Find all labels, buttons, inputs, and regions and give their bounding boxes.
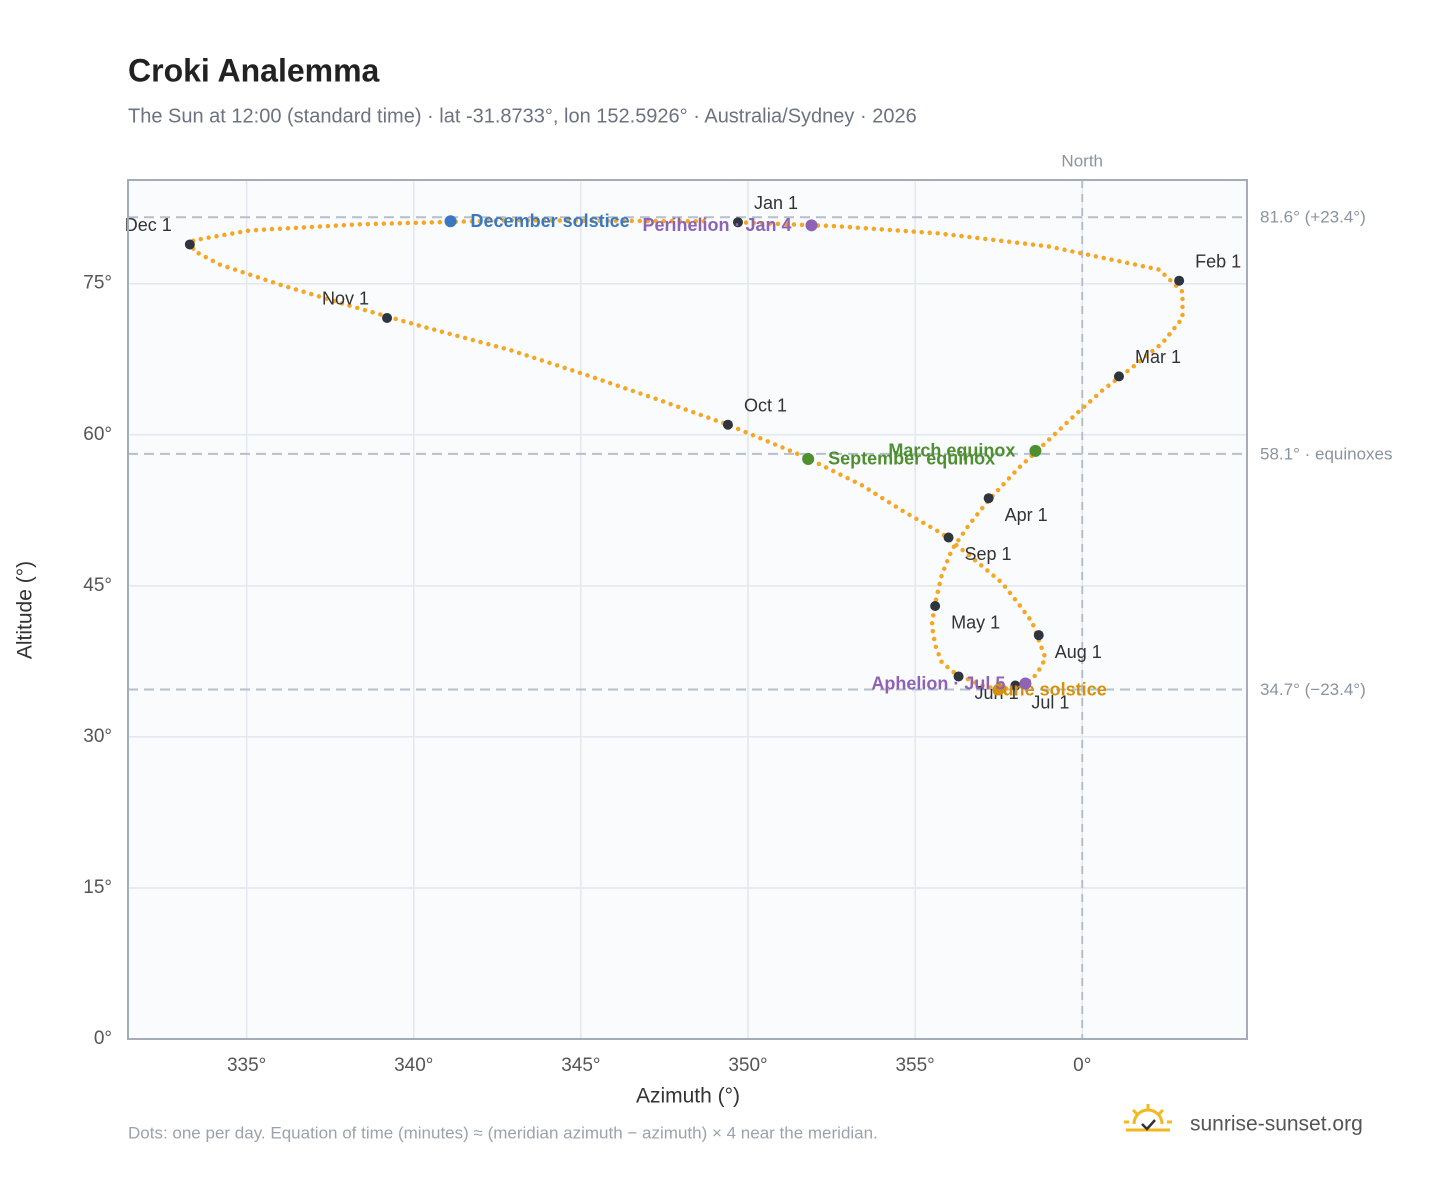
event-marker bbox=[805, 219, 818, 232]
month-marker bbox=[184, 239, 195, 250]
event-label: June solstice bbox=[993, 679, 1107, 699]
analemma-path bbox=[190, 218, 1185, 691]
month-marker bbox=[1113, 371, 1124, 382]
plot-frame bbox=[127, 179, 1248, 1040]
x-tick-label: 350° bbox=[728, 1055, 767, 1076]
month-label: Oct 1 bbox=[744, 395, 787, 415]
month-marker bbox=[722, 419, 733, 430]
reference-label: 34.7° (−23.4°) bbox=[1260, 680, 1366, 699]
month-marker bbox=[953, 671, 964, 682]
chart-title: Croki Analemma bbox=[128, 52, 380, 88]
event-marker bbox=[1029, 444, 1042, 457]
y-tick-label: 45° bbox=[83, 575, 112, 596]
event-label: March equinox bbox=[888, 441, 1015, 461]
reference-label: 81.6° (+23.4°) bbox=[1260, 208, 1366, 227]
month-marker bbox=[943, 532, 954, 543]
month-label: Nov 1 bbox=[322, 289, 369, 309]
event-marker bbox=[992, 683, 1005, 696]
month-marker bbox=[732, 217, 743, 228]
reference-label: 58.1° · equinoxes bbox=[1260, 444, 1393, 463]
month-marker bbox=[382, 312, 393, 323]
north-label: North bbox=[1061, 151, 1103, 170]
month-label: Dec 1 bbox=[125, 215, 172, 235]
y-tick-label: 75° bbox=[83, 273, 112, 294]
footnote: Dots: one per day. Equation of time (min… bbox=[128, 1123, 878, 1142]
plot-area bbox=[128, 180, 1247, 1039]
brand-logo bbox=[1124, 1104, 1172, 1132]
month-marker bbox=[1174, 275, 1185, 286]
month-label: Mar 1 bbox=[1135, 347, 1181, 367]
y-tick-label: 30° bbox=[83, 726, 112, 747]
x-tick-label: 0° bbox=[1073, 1055, 1091, 1076]
event-label: September equinox bbox=[828, 449, 995, 469]
event-label: Perihelion · Jan 4 bbox=[642, 215, 791, 235]
y-tick-label: 0° bbox=[94, 1028, 112, 1049]
x-axis-title: Azimuth (°) bbox=[636, 1085, 740, 1108]
event-marker bbox=[802, 452, 815, 465]
month-label: May 1 bbox=[951, 613, 1000, 633]
x-tick-label: 345° bbox=[561, 1055, 600, 1076]
event-marker bbox=[1019, 677, 1032, 690]
chart-subtitle: The Sun at 12:00 (standard time) · lat -… bbox=[128, 105, 917, 127]
month-marker bbox=[1010, 680, 1021, 691]
y-tick-label: 60° bbox=[83, 424, 112, 445]
month-label: Jan 1 bbox=[754, 193, 798, 213]
brand-name: sunrise-sunset.org bbox=[1190, 1113, 1363, 1136]
month-marker bbox=[930, 600, 941, 611]
y-tick-label: 15° bbox=[83, 877, 112, 898]
x-tick-label: 335° bbox=[227, 1055, 266, 1076]
month-label: Feb 1 bbox=[1195, 251, 1241, 271]
month-label: Apr 1 bbox=[1005, 505, 1048, 525]
month-label: Aug 1 bbox=[1055, 642, 1102, 662]
month-marker bbox=[983, 493, 994, 504]
event-label: December solstice bbox=[471, 211, 630, 231]
month-marker bbox=[1033, 630, 1044, 641]
event-label: Aphelion · Jul 5 bbox=[871, 673, 1005, 693]
month-label: Sep 1 bbox=[965, 544, 1012, 564]
y-axis-title: Altitude (°) bbox=[14, 561, 37, 659]
event-marker bbox=[444, 215, 457, 228]
x-tick-label: 355° bbox=[895, 1055, 934, 1076]
month-label: Jul 1 bbox=[1031, 692, 1069, 712]
x-tick-label: 340° bbox=[394, 1055, 433, 1076]
